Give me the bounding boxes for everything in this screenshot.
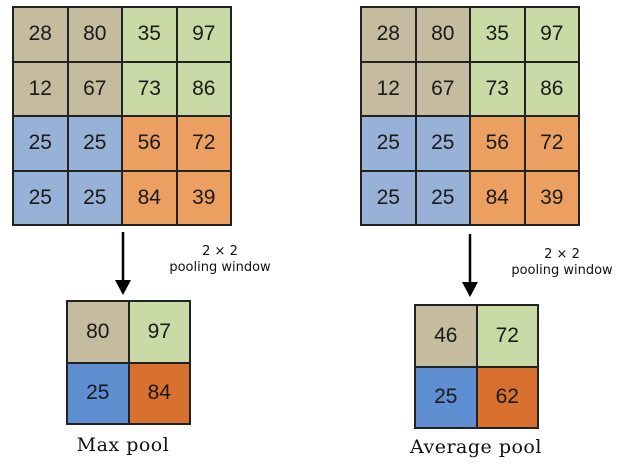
window-size-text: 2 × 2	[202, 244, 238, 259]
input-cell: 72	[524, 116, 579, 171]
input-cell: 25	[67, 170, 122, 225]
input-cell: 84	[470, 170, 525, 225]
input-cell: 25	[67, 116, 122, 171]
output-cell: 25	[67, 362, 129, 424]
output-cell: 84	[128, 362, 190, 424]
output-cell: 97	[128, 301, 190, 363]
input-cell: 25	[361, 116, 416, 171]
input-cell: 73	[470, 61, 525, 116]
input-cell: 80	[67, 7, 122, 62]
output-cell: 80	[67, 301, 129, 363]
window-caption-text: pooling window	[511, 263, 613, 279]
average-pool-input-matrix: 28 80 35 97 12 67 73 86 25 25 56 72 25 2…	[360, 6, 580, 226]
pooling-window-label: 2 × 2 pooling window	[150, 244, 290, 277]
down-arrow-icon	[115, 232, 131, 295]
input-cell: 67	[67, 61, 122, 116]
output-cell: 72	[476, 305, 538, 367]
input-cell: 12	[361, 61, 416, 116]
input-cell: 25	[415, 170, 470, 225]
input-cell: 28	[361, 7, 416, 62]
window-size-text: 2 × 2	[544, 247, 580, 262]
input-cell: 25	[13, 170, 68, 225]
input-cell: 35	[470, 7, 525, 62]
input-cell: 72	[176, 116, 231, 171]
input-cell: 12	[13, 61, 68, 116]
input-cell: 39	[524, 170, 579, 225]
input-cell: 25	[361, 170, 416, 225]
input-cell: 56	[122, 116, 177, 171]
input-cell: 84	[122, 170, 177, 225]
average-pool-label: Average pool	[410, 436, 542, 458]
input-cell: 35	[122, 7, 177, 62]
input-cell: 80	[415, 7, 470, 62]
input-cell: 86	[176, 61, 231, 116]
input-cell: 25	[13, 116, 68, 171]
pooling-window-label: 2 × 2 pooling window	[494, 247, 630, 280]
output-cell: 62	[476, 366, 538, 428]
max-pool-input-matrix: 28 80 35 97 12 67 73 86 25 25 56 72 25 2…	[12, 6, 232, 226]
input-cell: 86	[524, 61, 579, 116]
output-cell: 25	[415, 366, 477, 428]
average-pool-output-matrix: 46 72 25 62	[414, 304, 539, 429]
input-cell: 97	[176, 7, 231, 62]
output-cell: 46	[415, 305, 477, 367]
input-cell: 39	[176, 170, 231, 225]
input-cell: 25	[415, 116, 470, 171]
input-cell: 73	[122, 61, 177, 116]
max-pool-output-matrix: 80 97 25 84	[66, 300, 191, 425]
input-cell: 67	[415, 61, 470, 116]
input-cell: 56	[470, 116, 525, 171]
window-caption-text: pooling window	[169, 260, 271, 276]
input-cell: 28	[13, 7, 68, 62]
down-arrow-icon	[462, 234, 478, 297]
input-cell: 97	[524, 7, 579, 62]
max-pool-label: Max pool	[76, 434, 170, 456]
